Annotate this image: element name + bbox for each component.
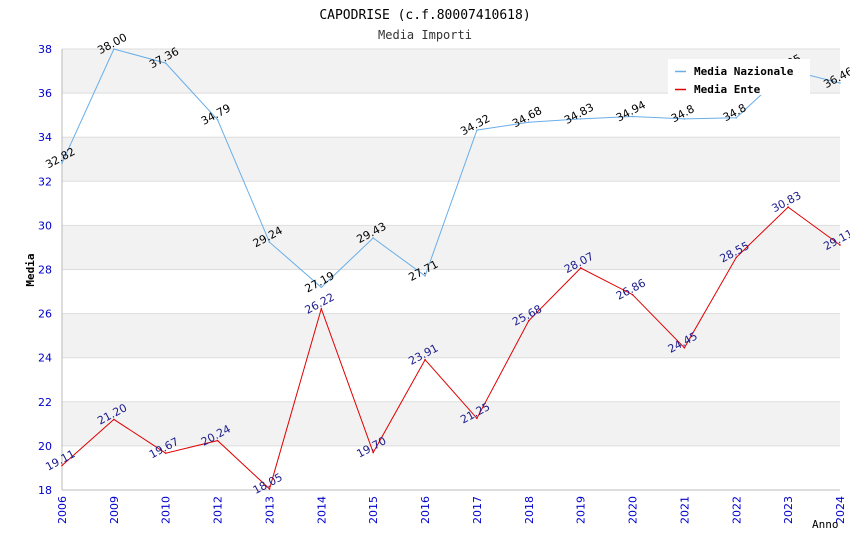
data-point <box>735 256 738 259</box>
plot-bands <box>62 49 840 446</box>
y-tick-label: 36 <box>38 87 52 100</box>
data-label: 34.83 <box>562 101 596 127</box>
data-point <box>631 115 634 118</box>
x-tick-label: 2012 <box>212 496 225 524</box>
x-tick-label: 2019 <box>575 496 588 524</box>
data-point <box>372 451 375 454</box>
data-point <box>424 358 426 361</box>
data-point <box>320 286 323 289</box>
y-tick-label: 22 <box>38 396 52 409</box>
data-point <box>164 452 167 454</box>
y-tick-label: 32 <box>38 175 52 188</box>
data-label: 34.8 <box>721 101 749 124</box>
data-label: 30.83 <box>770 189 804 215</box>
series-lines <box>61 48 841 490</box>
x-tick-label: 2024 <box>834 496 847 524</box>
y-tick-label: 38 <box>38 43 52 56</box>
data-point <box>268 241 271 243</box>
x-axis-label: Anno <box>812 518 839 531</box>
data-label: 34.94 <box>614 98 648 124</box>
data-point <box>579 267 582 269</box>
y-tick-label: 26 <box>38 308 52 321</box>
data-point <box>631 293 634 296</box>
series-line-0 <box>61 48 841 289</box>
data-point <box>61 162 63 165</box>
x-tick-label: 2020 <box>627 496 640 524</box>
data-label: 27.19 <box>303 269 337 295</box>
data-point <box>787 206 789 208</box>
series-line-1 <box>61 206 841 490</box>
data-label: 34.68 <box>510 104 544 130</box>
x-tick-label: 2017 <box>471 496 484 524</box>
x-tick-label: 2015 <box>367 496 380 524</box>
data-point <box>424 275 426 277</box>
chart-subtitle: Media Importi <box>378 28 472 42</box>
data-point <box>579 118 582 120</box>
x-tick-label: 2023 <box>782 496 795 524</box>
data-point <box>683 118 686 120</box>
x-tick-label: 2006 <box>56 496 69 524</box>
data-point <box>113 48 115 50</box>
band-28 <box>62 225 840 270</box>
legend: Media Nazionale Media Ente <box>668 59 810 96</box>
data-point <box>164 62 167 64</box>
axes <box>61 49 840 491</box>
data-point <box>216 118 219 121</box>
data-point <box>372 237 375 239</box>
data-point <box>683 346 686 349</box>
x-tick-label: 2018 <box>523 496 536 524</box>
data-point <box>61 464 63 467</box>
legend-label-nazionale: Media Nazionale <box>694 65 794 78</box>
data-point <box>268 488 271 490</box>
y-tick-label: 18 <box>38 484 52 497</box>
y-axis-label: Media <box>24 253 37 286</box>
y-tick-label: 24 <box>38 352 52 365</box>
y-tick-label: 34 <box>38 131 52 144</box>
band-20 <box>62 401 840 446</box>
data-label: 18.05 <box>251 471 285 497</box>
y-tick-label: 20 <box>38 440 52 453</box>
data-point <box>113 418 115 421</box>
data-point <box>476 129 478 131</box>
x-tick-label: 2013 <box>263 496 276 524</box>
data-point <box>839 244 841 246</box>
x-tick-label: 2022 <box>730 496 743 524</box>
x-tick-label: 2010 <box>160 496 173 524</box>
chart-title: CAPODRISE (c.f.80007410618) <box>319 8 530 23</box>
data-point <box>528 319 530 322</box>
data-label: 26.86 <box>614 276 648 302</box>
legend-label-ente: Media Ente <box>694 83 761 96</box>
data-point <box>839 82 841 84</box>
y-tick-label: 28 <box>38 264 52 277</box>
x-tick-label: 2009 <box>108 496 121 524</box>
data-point <box>528 121 530 124</box>
y-tick-label: 30 <box>38 219 52 232</box>
grid-lines <box>62 48 840 491</box>
data-point <box>216 439 219 442</box>
x-tick-label: 2014 <box>315 496 328 524</box>
band-32 <box>62 137 840 182</box>
x-tick-label: 2016 <box>419 496 432 524</box>
data-point <box>320 307 323 310</box>
x-tick-label: 2021 <box>678 496 691 524</box>
data-point <box>735 116 738 119</box>
data-label: 34.8 <box>669 102 697 125</box>
data-point <box>476 417 478 420</box>
band-24 <box>62 313 840 358</box>
legend-box <box>668 59 810 95</box>
